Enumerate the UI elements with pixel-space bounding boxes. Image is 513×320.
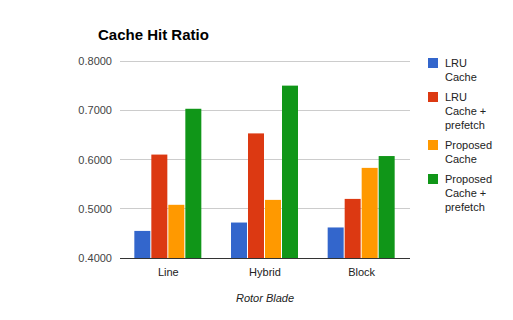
legend-line: Cache + [445, 105, 486, 117]
bar [379, 156, 395, 258]
grid-line [120, 110, 410, 111]
bar [185, 109, 201, 258]
bar [345, 199, 361, 258]
x-tick-label: Line [158, 266, 179, 278]
legend-swatch [428, 174, 438, 184]
grid-line [120, 61, 410, 62]
x-tick-label: Hybrid [249, 266, 281, 278]
legend-line: LRU [445, 57, 467, 69]
bar [134, 231, 150, 258]
legend-swatch [428, 92, 438, 102]
x-axis-label: Rotor Blade [236, 292, 294, 304]
y-tick-label: 0.5000 [78, 203, 112, 215]
legend-line: Cache [445, 71, 477, 83]
bar [231, 223, 247, 258]
bar [265, 200, 281, 258]
bar [362, 168, 378, 258]
y-tick-label: 0.4000 [78, 252, 112, 264]
legend-line: Proposed [445, 139, 492, 151]
legend-label: LRU Cache + prefetch [445, 91, 486, 131]
title: Cache Hit Ratio [98, 26, 209, 43]
x-tick-label: Block [348, 266, 375, 278]
legend-line: LRU [445, 91, 467, 103]
legend-line: Cache + [445, 187, 486, 199]
legend-label: LRU Cache [445, 57, 477, 83]
bar [168, 205, 184, 258]
bars [134, 86, 394, 258]
y-tick-label: 0.6000 [78, 154, 112, 166]
bar [248, 133, 264, 258]
y-tick-label: 0.7000 [78, 104, 112, 116]
legend-label: Proposed Cache + prefetch [445, 173, 492, 213]
legend-line: Cache [445, 153, 477, 165]
y-tick-label: 0.8000 [78, 55, 112, 67]
legend-line: Proposed [445, 173, 492, 185]
legend-line: prefetch [445, 201, 485, 213]
bar [328, 227, 344, 258]
legend-swatch [428, 58, 438, 68]
bar [151, 155, 167, 258]
legend-swatch [428, 140, 438, 150]
chart: Cache Hit Ratio 0.4000 0.5000 0.6000 0.7000 0… [0, 0, 513, 320]
legend-line: prefetch [445, 119, 485, 131]
legend-label: Proposed Cache [445, 139, 492, 165]
bar [282, 86, 298, 258]
background [0, 0, 513, 320]
